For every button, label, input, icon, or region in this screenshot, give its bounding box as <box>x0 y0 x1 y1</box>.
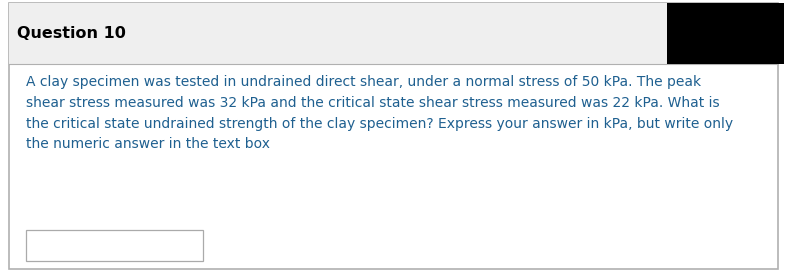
Bar <box>667 3 784 64</box>
Text: Question 10: Question 10 <box>17 26 126 41</box>
Text: A clay specimen was tested in undrained direct shear, under a normal stress of 5: A clay specimen was tested in undrained … <box>26 75 733 151</box>
Bar <box>26 230 203 261</box>
Bar <box>9 3 778 64</box>
